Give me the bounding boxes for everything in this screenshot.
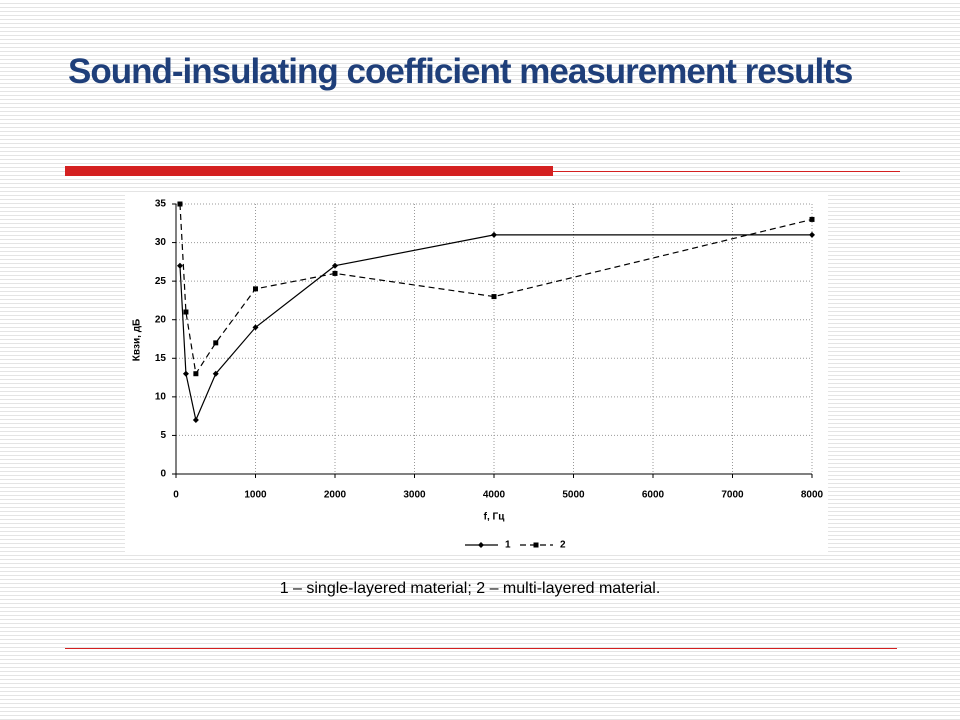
marker [491, 294, 497, 300]
marker [332, 270, 338, 276]
marker [192, 417, 199, 423]
legend-marker [533, 542, 539, 548]
x-tick-label: 7000 [721, 490, 744, 501]
y-tick-label: 0 [160, 469, 166, 480]
x-tick-label: 6000 [642, 490, 665, 501]
x-tick-label: 5000 [562, 490, 585, 501]
series-line [179, 203, 813, 376]
title-rule [553, 171, 900, 172]
marker [809, 231, 815, 238]
legend-label: 1 [505, 540, 511, 551]
y-tick-label: 20 [155, 314, 167, 325]
legend-label: 2 [560, 540, 566, 551]
y-tick-label: 10 [155, 391, 167, 402]
y-axis-label: Квзи, дБ [132, 319, 143, 361]
y-tick-label: 30 [155, 237, 167, 248]
marker [212, 370, 219, 377]
marker [332, 262, 338, 269]
slide-title: Sound-insulating coefficient measurement… [68, 52, 853, 91]
marker [809, 216, 815, 222]
x-tick-label: 8000 [801, 490, 824, 501]
marker [252, 324, 259, 331]
x-tick-label: 1000 [244, 490, 267, 501]
x-axis-label: f, Гц [484, 512, 506, 523]
series-line [179, 234, 812, 422]
legend-marker [478, 542, 484, 548]
marker [193, 371, 199, 377]
marker [491, 231, 497, 238]
x-tick-label: 2000 [324, 490, 347, 501]
marker [182, 370, 189, 377]
caption: 1 – single-layered material; 2 – multi-l… [279, 580, 661, 597]
marker [176, 262, 183, 269]
chart: Квзи, дБ f, Гц 0 5 10 15 20 25 30 35 0 1000 2000 30… [125, 193, 828, 555]
x-tick-label: 3000 [403, 490, 426, 501]
marker [183, 309, 189, 315]
y-tick-label: 35 [155, 199, 167, 210]
marker [213, 340, 219, 346]
y-tick-label: 25 [155, 276, 167, 287]
y-tick-label: 5 [160, 430, 166, 441]
marker [177, 201, 183, 207]
marker [253, 286, 258, 292]
y-tick-label: 15 [155, 353, 167, 364]
x-tick-label: 4000 [483, 490, 506, 501]
footer-rule [65, 648, 897, 649]
title-bar [65, 166, 553, 176]
x-tick-label: 0 [173, 490, 179, 501]
